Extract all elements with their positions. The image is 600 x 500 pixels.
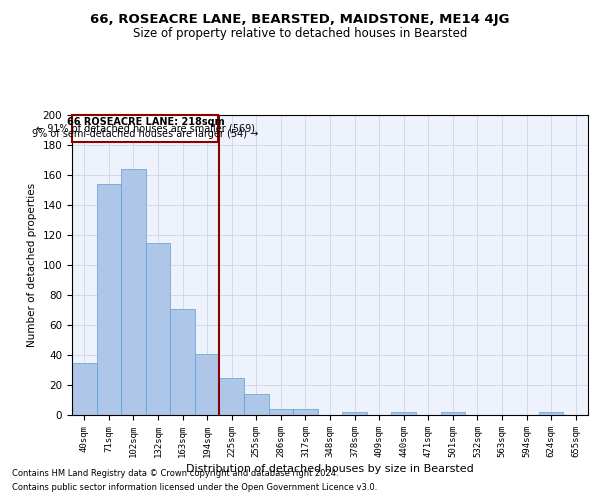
Bar — [170, 308, 195, 415]
Bar — [195, 354, 220, 415]
Text: 9% of semi-detached houses are larger (54) →: 9% of semi-detached houses are larger (5… — [32, 129, 259, 139]
Text: Contains public sector information licensed under the Open Government Licence v3: Contains public sector information licen… — [12, 484, 377, 492]
Text: 66, ROSEACRE LANE, BEARSTED, MAIDSTONE, ME14 4JG: 66, ROSEACRE LANE, BEARSTED, MAIDSTONE, … — [90, 12, 510, 26]
Bar — [220, 378, 244, 415]
Bar — [97, 184, 121, 415]
Bar — [72, 362, 97, 415]
Bar — [244, 394, 269, 415]
Bar — [121, 169, 146, 415]
Bar — [269, 409, 293, 415]
Bar — [293, 409, 318, 415]
Text: 66 ROSEACRE LANE: 218sqm: 66 ROSEACRE LANE: 218sqm — [67, 117, 224, 127]
Bar — [440, 412, 465, 415]
Text: Contains HM Land Registry data © Crown copyright and database right 2024.: Contains HM Land Registry data © Crown c… — [12, 468, 338, 477]
Bar — [391, 412, 416, 415]
Y-axis label: Number of detached properties: Number of detached properties — [27, 183, 37, 347]
Bar — [342, 412, 367, 415]
Text: ← 91% of detached houses are smaller (569): ← 91% of detached houses are smaller (56… — [36, 123, 255, 133]
X-axis label: Distribution of detached houses by size in Bearsted: Distribution of detached houses by size … — [186, 464, 474, 474]
Text: Size of property relative to detached houses in Bearsted: Size of property relative to detached ho… — [133, 28, 467, 40]
Bar — [146, 242, 170, 415]
Bar — [539, 412, 563, 415]
Bar — [73, 115, 218, 142]
